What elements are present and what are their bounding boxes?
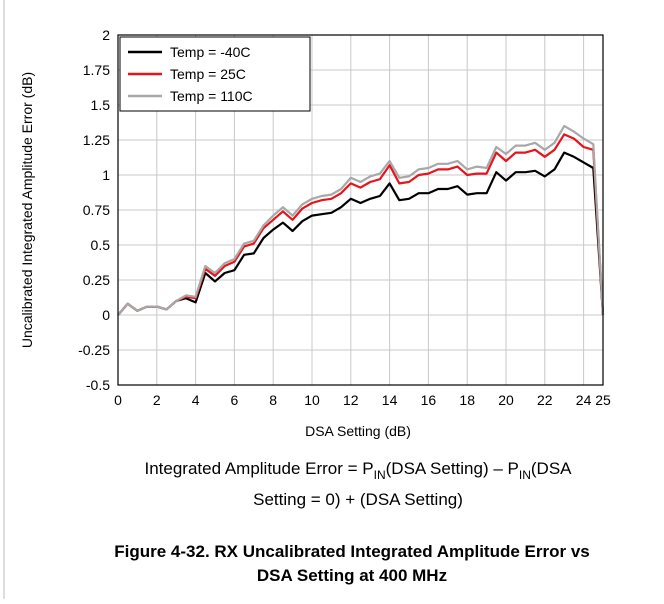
x-tick-label: 25 [595,392,611,408]
y-tick-label: -0.5 [86,377,110,393]
x-tick-label: 8 [269,392,277,408]
x-tick-label: 6 [231,392,239,408]
x-axis-label: DSA Setting (dB) [305,423,411,439]
formula-sub: IN [374,468,386,482]
x-tick-label: 2 [153,392,161,408]
legend-box [119,36,311,112]
x-tick-label: 12 [343,392,359,408]
y-tick-label: 0 [102,307,110,323]
y-tick-label: 2 [102,27,110,43]
formula-part: (DSA [531,459,572,478]
x-tick-label: 16 [421,392,437,408]
formula-part: (DSA Setting) – P [386,459,519,478]
y-tick-label: 1.75 [83,62,110,78]
formula-line-1: Integrated Amplitude Error = PIN(DSA Set… [144,459,572,482]
formula-line-2: Setting = 0) + (DSA Setting) [253,490,463,509]
x-tick-label: 0 [114,392,122,408]
y-tick-label: 0.75 [83,202,110,218]
formula-sub: IN [519,468,531,482]
x-tick-label: 20 [498,392,514,408]
caption-line: DSA Setting at 400 MHz [257,566,447,585]
formula-part: Integrated Amplitude Error = P [144,459,373,478]
x-tick-label: 14 [382,392,398,408]
y-tick-label: -0.25 [78,342,110,358]
y-tick-label: 1 [102,167,110,183]
y-tick-label: 1.25 [83,132,110,148]
x-tick-label: 4 [192,392,200,408]
legend-label: Temp = 25C [170,66,246,82]
series [117,124,605,316]
y-tick-label: 1.5 [91,97,111,113]
y-tick-label: 0.25 [83,272,110,288]
legend-label: Temp = -40C [170,44,251,60]
caption-line: Figure 4-32. RX Uncalibrated Integrated … [114,542,589,561]
series-line [117,133,605,316]
y-tick-label: 0.5 [91,237,111,253]
plot-frame [117,34,604,386]
x-tick-label: 24 [576,392,592,408]
x-tick-label: 10 [304,392,320,408]
legend-label: Temp = 110C [170,88,253,104]
x-tick-label: 18 [459,392,475,408]
series-line [117,151,605,316]
series-line [117,124,605,316]
y-axis-label: Uncalibrated Integrated Amplitude Error … [19,72,35,348]
x-tick-label: 22 [537,392,553,408]
